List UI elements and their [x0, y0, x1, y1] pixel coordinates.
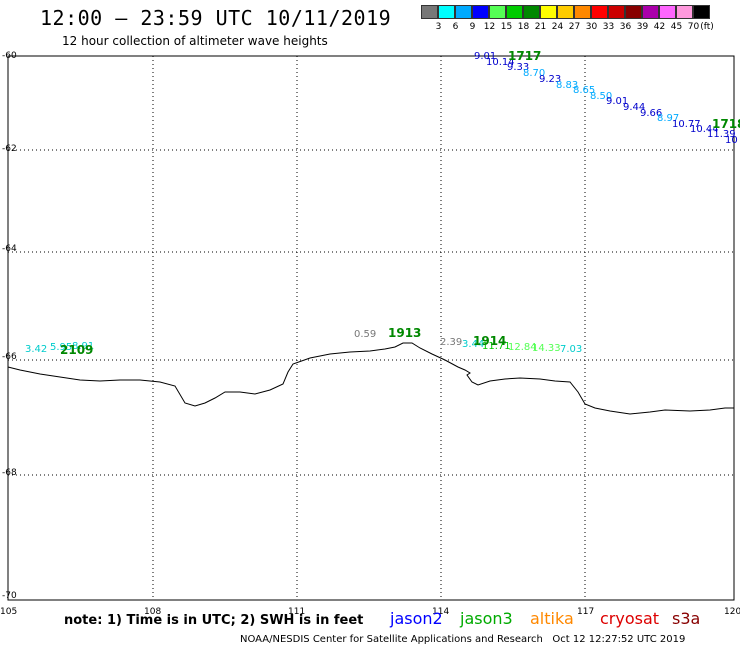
map-frame [7, 55, 735, 601]
wave-height-value: 3.44 [462, 339, 484, 350]
scale-swatch [591, 5, 608, 19]
scale-swatch [676, 5, 693, 19]
wave-height-value: 8.83 [556, 80, 578, 91]
scale-unit: (ft) [700, 22, 714, 32]
wave-height-value: 12.84 [508, 342, 537, 353]
scale-swatch [659, 5, 676, 19]
longitude-tick-label: 114 [432, 607, 449, 617]
wave-height-value: 8.50 [590, 91, 612, 102]
scale-label: 36 [619, 22, 632, 32]
wave-height-value: 2.39 [440, 337, 462, 348]
scale-swatch [557, 5, 574, 19]
coastline [7, 342, 734, 415]
track-time-label: 1717 [508, 49, 541, 63]
longitude-tick-label: 111 [288, 607, 305, 617]
satellite-legend-item: cryosat [600, 609, 660, 628]
wave-height-value: 9.01 [606, 96, 628, 107]
wave-height-value: 9.23 [539, 74, 561, 85]
scale-swatch [608, 5, 625, 19]
track-time-label: 1913 [388, 326, 421, 340]
wave-height-value: 9.01 [474, 51, 496, 62]
satellite-legend-item: jason2 [390, 609, 443, 628]
scale-swatch [421, 5, 438, 19]
scale-label: 30 [585, 22, 598, 32]
scale-swatch [438, 5, 455, 19]
scale-label: 24 [551, 22, 564, 32]
scale-swatch [642, 5, 659, 19]
map-subtitle: 12 hour collection of altimeter wave hei… [62, 34, 328, 48]
satellite-legend-item: altika [530, 609, 574, 628]
wave-height-value: 8.70 [523, 68, 545, 79]
scale-swatch [455, 5, 472, 19]
longitude-tick-label: 120 [724, 607, 740, 617]
wave-height-value: 10 [725, 135, 738, 146]
latitude-tick-label: -70 [2, 591, 17, 601]
satellite-legend-item: jason3 [460, 609, 513, 628]
wave-height-value: 5.95 [50, 342, 72, 353]
wave-height-value: 8.91 [72, 341, 94, 352]
scale-swatch [472, 5, 489, 19]
track-time-label: 1914 [473, 334, 506, 348]
scale-swatch [625, 5, 642, 19]
longitude-tick-label: 105 [0, 607, 17, 617]
wave-height-value: 10.14 [486, 57, 515, 68]
scale-label: 21 [534, 22, 547, 32]
wave-height-value: 10.44 [690, 124, 719, 135]
scale-swatch [540, 5, 557, 19]
scale-label: 27 [568, 22, 581, 32]
scale-swatch [693, 5, 710, 19]
wave-height-value: 8.65 [573, 85, 595, 96]
scale-label: 9 [469, 22, 476, 32]
satellite-legend-item: s3a [672, 609, 701, 628]
wave-height-value: 9.44 [623, 102, 645, 113]
wave-height-value: 14.33 [532, 343, 561, 354]
wave-height-value: 9.66 [640, 108, 662, 119]
credit-line: NOAA/NESDIS Center for Satellite Applica… [240, 634, 686, 645]
scale-swatch [523, 5, 540, 19]
scale-label: 15 [500, 22, 513, 32]
map-title: 12:00 – 23:59 UTC 10/11/2019 [40, 6, 392, 30]
wave-height-value: 7.03 [560, 344, 582, 355]
scale-swatch [489, 5, 506, 19]
latitude-tick-label: -60 [2, 51, 17, 61]
longitude-tick-label: 108 [144, 607, 161, 617]
footer-note: note: 1) Time is in UTC; 2) SWH is in fe… [64, 613, 364, 628]
latitude-tick-label: -64 [2, 244, 17, 254]
latitude-tick-label: -68 [2, 468, 17, 478]
wave-height-value: 9.33 [507, 62, 529, 73]
scale-label: 6 [452, 22, 459, 32]
wave-height-value: 11.39 [707, 129, 736, 140]
scale-label: 45 [670, 22, 683, 32]
scale-label: 42 [653, 22, 666, 32]
latitude-tick-label: -66 [2, 352, 17, 362]
scale-label: 18 [517, 22, 530, 32]
track-time-label: 2109 [60, 343, 93, 357]
scale-label: 33 [602, 22, 615, 32]
scale-label: 3 [435, 22, 442, 32]
longitude-tick-label: 117 [577, 607, 594, 617]
scale-label: 39 [636, 22, 649, 32]
latitude-tick-label: -62 [2, 144, 17, 154]
wave-height-value: 3.42 [25, 344, 47, 355]
scale-label: 12 [483, 22, 496, 32]
wave-height-value: 0.59 [354, 329, 376, 340]
wave-height-value: 10.77 [672, 119, 701, 130]
wave-height-value: 11.71 [482, 341, 511, 352]
track-time-label: 1718 [712, 117, 740, 131]
scale-swatch [506, 5, 523, 19]
wave-height-value: 8.97 [657, 113, 679, 124]
scale-swatch [574, 5, 591, 19]
scale-label: 70 [687, 22, 700, 32]
